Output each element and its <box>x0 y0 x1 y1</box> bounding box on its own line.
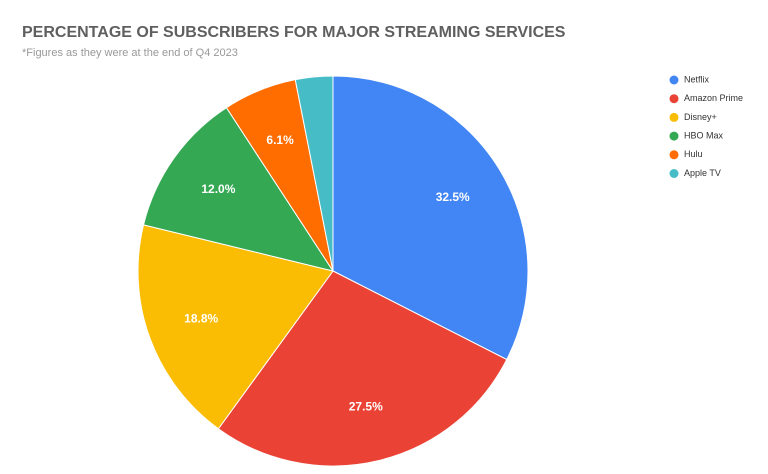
chart-subtitle: *Figures as they were at the end of Q4 2… <box>22 47 238 59</box>
legend-swatch <box>669 131 679 141</box>
legend-swatch <box>669 169 679 178</box>
pie-slice <box>142 106 335 272</box>
pie-slice <box>332 75 529 361</box>
data-label: 27.5% <box>349 400 383 414</box>
legend-label: Netflix <box>684 74 710 84</box>
legend-swatch <box>669 94 679 104</box>
data-label: 12.0% <box>201 182 235 196</box>
legend-swatch <box>669 112 679 122</box>
pie-slice <box>137 224 334 430</box>
legend-swatch <box>669 75 679 85</box>
pie-slice <box>294 75 334 272</box>
legend-label: Disney+ <box>684 112 717 122</box>
pie-slice <box>217 270 508 467</box>
data-label: 6.1% <box>266 133 294 147</box>
data-label: 32.5% <box>436 190 470 204</box>
legend-label: Hulu <box>684 149 703 159</box>
legend-label: Apple TV <box>684 168 721 178</box>
chart-title: PERCENTAGE OF SUBSCRIBERS FOR MAJOR STRE… <box>22 24 566 41</box>
legend-swatch <box>669 150 679 160</box>
data-label: 18.8% <box>184 312 218 326</box>
legend-label: HBO Max <box>684 130 724 140</box>
legend-label: Amazon Prime <box>684 93 743 103</box>
